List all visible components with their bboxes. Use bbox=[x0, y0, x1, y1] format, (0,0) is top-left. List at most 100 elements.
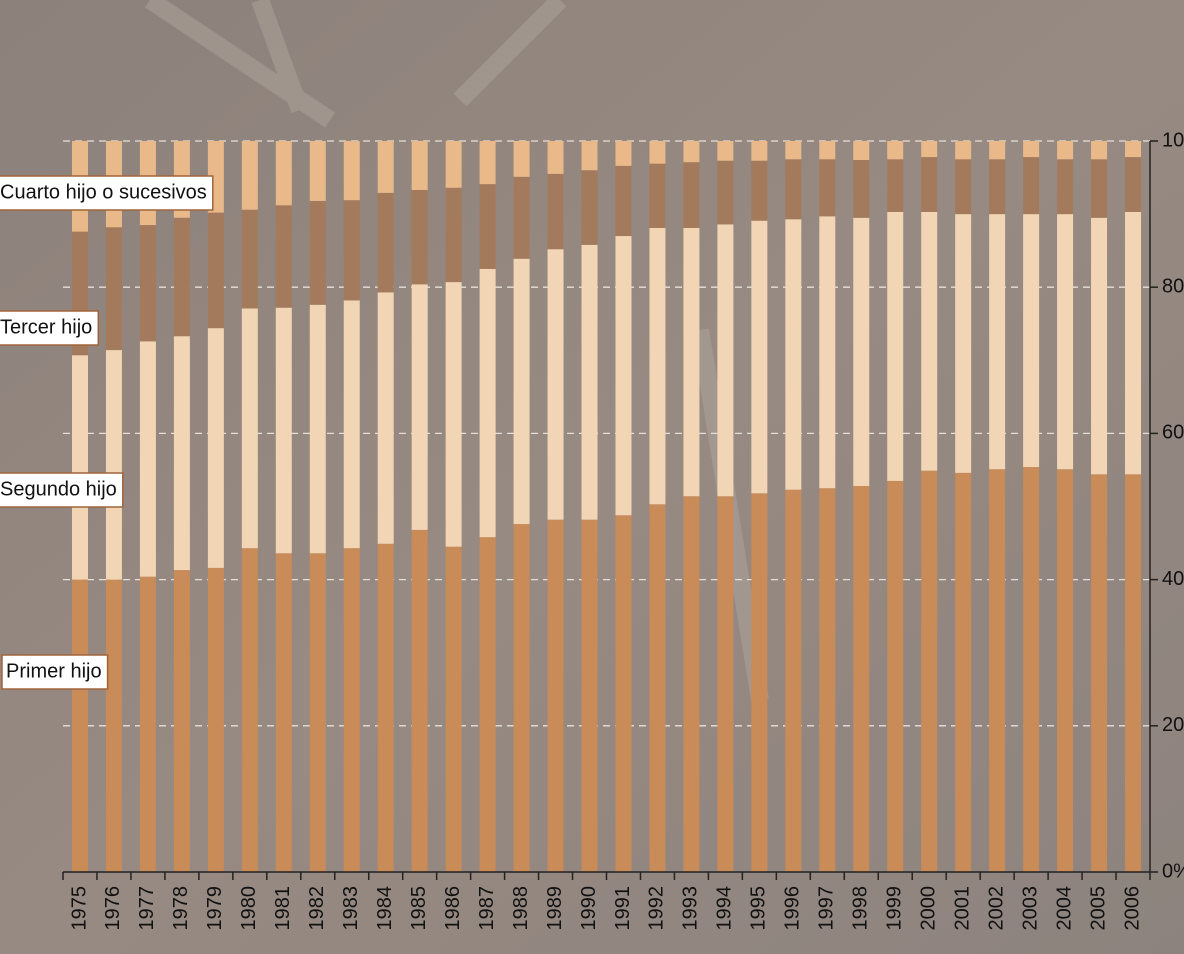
bar-segment bbox=[785, 219, 802, 490]
bar-segment bbox=[751, 141, 768, 161]
bar-segment bbox=[275, 307, 292, 554]
x-tick-label: 1995 bbox=[748, 886, 770, 931]
bar-segment bbox=[853, 486, 870, 872]
bar-segment bbox=[411, 189, 428, 285]
bar-segment bbox=[989, 469, 1006, 872]
bar-segment bbox=[309, 141, 326, 201]
x-tick-label: 2003 bbox=[1019, 886, 1041, 931]
bar-segment bbox=[207, 212, 224, 329]
legend-entry: Tercer hijo bbox=[0, 310, 100, 346]
x-tick-label: 1985 bbox=[408, 886, 430, 931]
bar-segment bbox=[819, 488, 836, 872]
legend-entry: Primer hijo bbox=[1, 654, 109, 690]
bar-segment bbox=[683, 162, 700, 228]
bar-segment bbox=[173, 570, 190, 872]
bar-segment bbox=[887, 211, 904, 481]
bar-segment bbox=[989, 214, 1006, 470]
bar-segment bbox=[207, 328, 224, 568]
x-tick-label: 1978 bbox=[170, 886, 192, 931]
bar-segment bbox=[71, 579, 88, 872]
bar-segment bbox=[649, 504, 666, 872]
bar-segment bbox=[71, 355, 88, 580]
bar-segment bbox=[649, 227, 666, 505]
bar-segment bbox=[343, 548, 360, 872]
bar-segment bbox=[479, 141, 496, 185]
bar-segment bbox=[1125, 157, 1142, 212]
legend-box bbox=[0, 175, 214, 211]
bar-segment bbox=[751, 493, 768, 872]
legend-label: Cuarto hijo o sucesivos bbox=[0, 181, 207, 203]
bar-segment bbox=[241, 548, 258, 872]
bar-segment bbox=[955, 472, 972, 872]
bar-segment bbox=[275, 205, 292, 308]
bar-segment bbox=[649, 163, 666, 228]
bar-segment bbox=[445, 282, 462, 547]
x-tick-label: 2005 bbox=[1087, 886, 1109, 931]
x-tick-label: 2000 bbox=[917, 886, 939, 931]
bar-segment bbox=[513, 141, 530, 177]
x-tick-label: 1983 bbox=[340, 886, 362, 931]
bar-segment bbox=[309, 304, 326, 554]
x-tick-label: 1975 bbox=[68, 886, 90, 931]
bar-segment bbox=[1023, 157, 1040, 215]
bar-segment bbox=[139, 225, 156, 342]
x-tick-label: 1997 bbox=[816, 886, 838, 931]
bar-segment bbox=[615, 236, 632, 516]
bar-segment bbox=[683, 141, 700, 163]
legend-box bbox=[1, 654, 109, 690]
bar-segment bbox=[1091, 474, 1108, 872]
bar-segment bbox=[1125, 474, 1142, 872]
bar-segment bbox=[173, 336, 190, 571]
bar-segment bbox=[785, 489, 802, 872]
bar-segment bbox=[581, 244, 598, 520]
bar-segment bbox=[1091, 159, 1108, 218]
bar-segment bbox=[309, 553, 326, 872]
legend-box bbox=[0, 472, 124, 508]
bar-segment bbox=[717, 224, 734, 497]
x-tick-label: 1981 bbox=[272, 886, 294, 931]
bar-segment bbox=[275, 553, 292, 872]
bar-segment bbox=[411, 284, 428, 530]
bar-segment bbox=[853, 160, 870, 218]
x-tick-label: 2001 bbox=[951, 886, 973, 931]
y-tick-label: 60% bbox=[1162, 422, 1184, 444]
x-tick-label: 1979 bbox=[204, 886, 226, 931]
x-tick-label: 2006 bbox=[1121, 886, 1143, 931]
bar-segment bbox=[1125, 141, 1142, 158]
bar-segment bbox=[275, 141, 292, 206]
x-tick-label: 1980 bbox=[238, 886, 260, 931]
x-tick-label: 1994 bbox=[714, 886, 736, 931]
bar-segment bbox=[241, 141, 258, 210]
bar-segment bbox=[513, 176, 530, 259]
y-tick-label: 0% bbox=[1162, 860, 1184, 882]
bar-segment bbox=[921, 211, 938, 471]
bar-segment bbox=[921, 141, 938, 158]
x-tick-label: 2002 bbox=[985, 886, 1007, 931]
bar-segment bbox=[1057, 159, 1074, 215]
bar-segment bbox=[411, 141, 428, 190]
bar-segment bbox=[921, 157, 938, 212]
bar-segment bbox=[581, 170, 598, 245]
bar-segment bbox=[819, 216, 836, 489]
bar-segment bbox=[377, 141, 394, 193]
bar-segment bbox=[683, 227, 700, 497]
background-texture bbox=[145, 0, 769, 702]
bar-segment bbox=[751, 220, 768, 494]
bar-segment bbox=[377, 292, 394, 544]
x-tick-label: 1990 bbox=[578, 886, 600, 931]
x-tick-label: 1987 bbox=[476, 886, 498, 931]
bar-segment bbox=[139, 341, 156, 577]
bar-segment bbox=[547, 141, 564, 174]
bar-segment bbox=[241, 209, 258, 309]
bar-segment bbox=[479, 268, 496, 538]
bar-segment bbox=[241, 308, 258, 549]
bar-segment bbox=[955, 159, 972, 215]
bar-segment bbox=[105, 227, 122, 351]
bar-segment bbox=[853, 141, 870, 161]
bar-segment bbox=[887, 480, 904, 872]
bar-segment bbox=[1023, 214, 1040, 468]
x-tick-label: 1998 bbox=[850, 886, 872, 931]
bar-segment bbox=[309, 200, 326, 305]
bar-segment bbox=[785, 159, 802, 220]
